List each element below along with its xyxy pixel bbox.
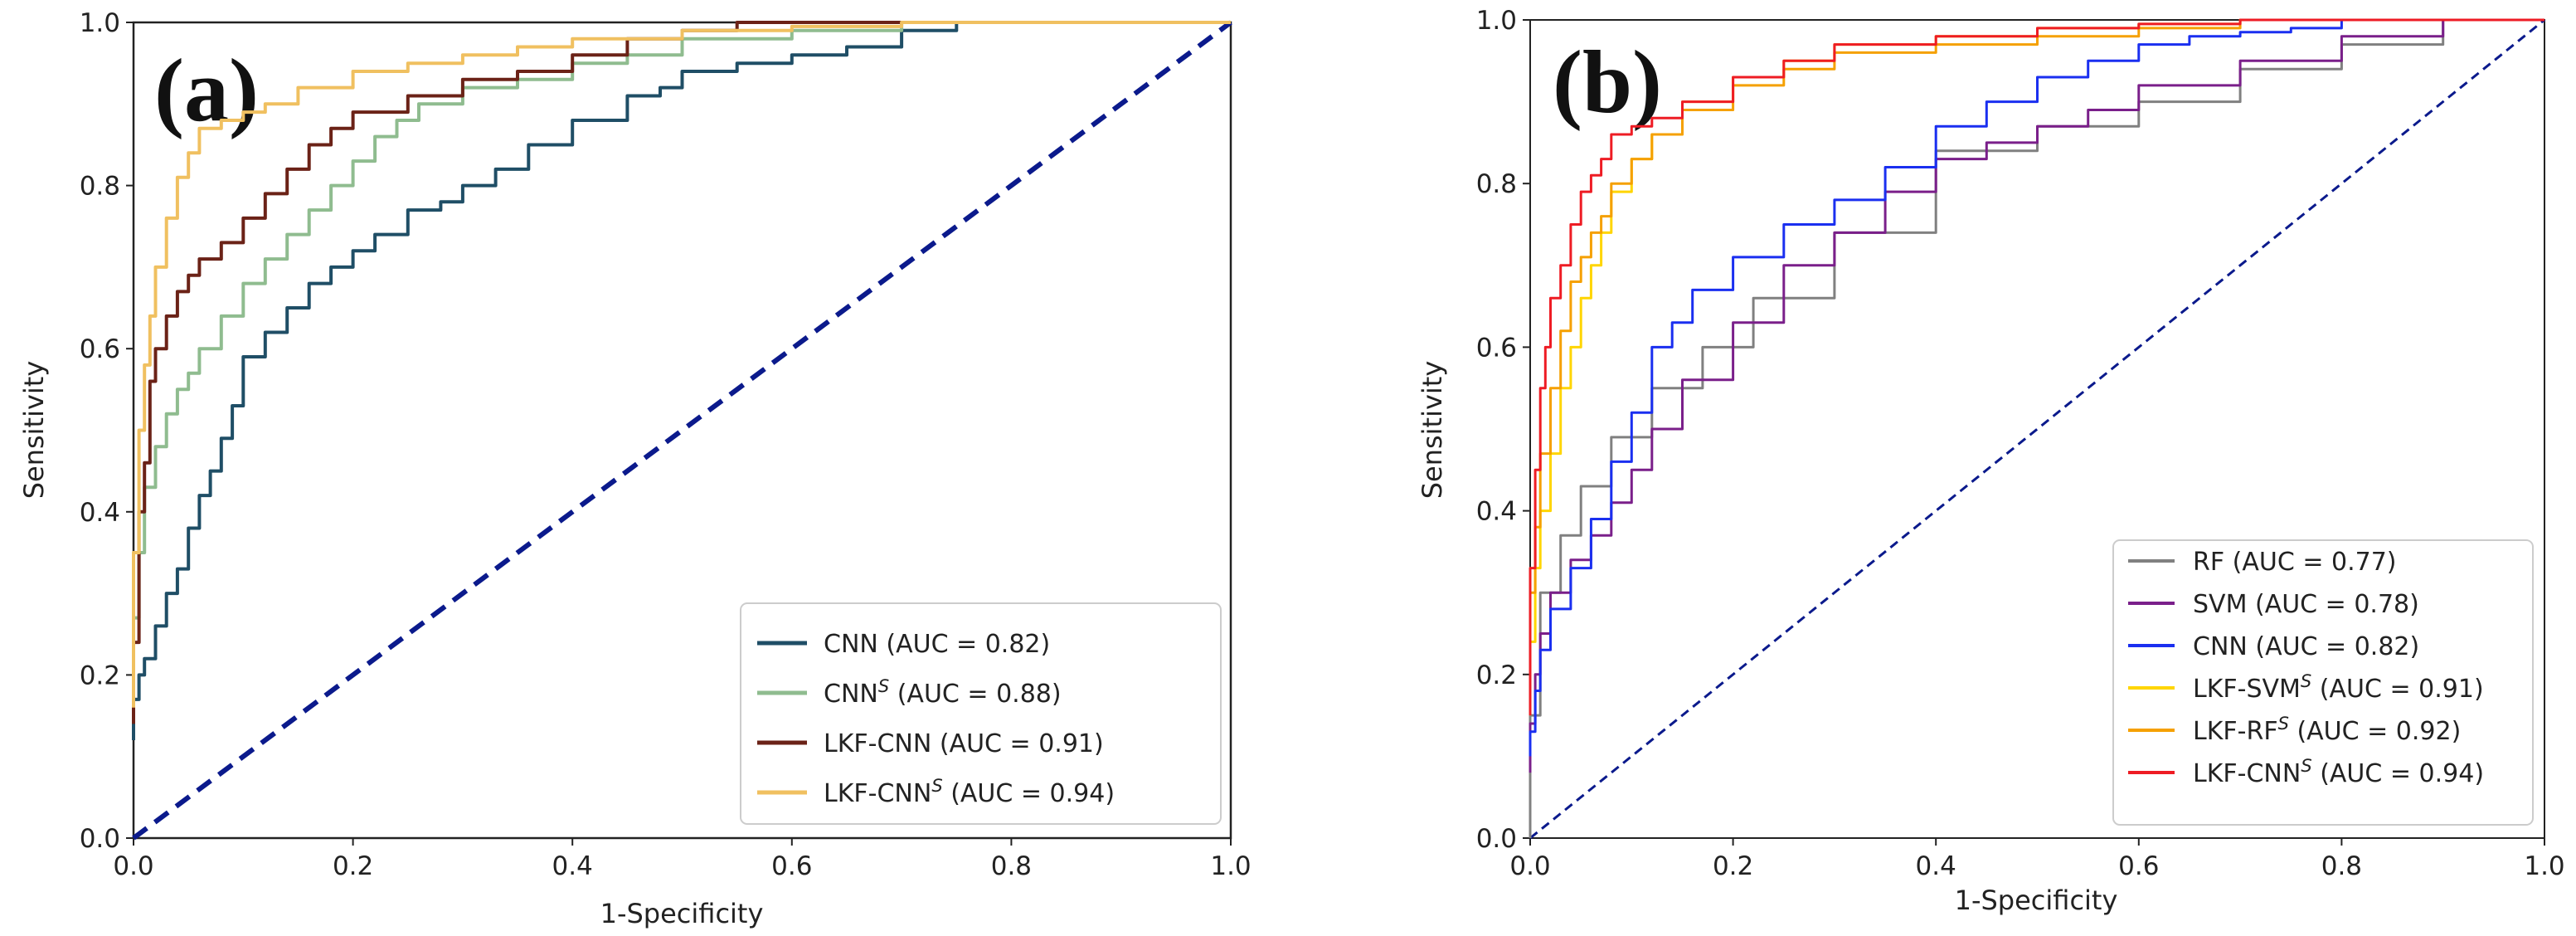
panel-b-x-ticks: 0.0 0.2 0.4 0.6 0.8 1.0 (1509, 838, 2565, 881)
panel-a-y-tick-label: 0.0 (80, 824, 120, 854)
panel-b-y-tick-label: 0.4 (1476, 497, 1517, 527)
panel-a-x-tick-label: 0.6 (771, 851, 812, 881)
panel-b-x-tick-label: 0.6 (2118, 851, 2159, 881)
panel-b-ylabel: Sensitivity (1417, 361, 1448, 500)
panel-a-x-tick-label: 1.0 (1210, 851, 1251, 881)
panel-b-label: (b) (1553, 33, 1662, 132)
panel-b-x-tick-label: 0.8 (2321, 851, 2362, 881)
panel-b-y-tick-label: 0.2 (1476, 661, 1517, 690)
panel-b-x-tick-label: 0.4 (1916, 851, 1956, 881)
panel-a-ylabel: Sensitivity (18, 361, 50, 500)
panel-b-chance-line (1529, 18, 2545, 840)
panel-b-series-line-svm (1529, 18, 2544, 773)
panel-b-x-tick-label: 1.0 (2524, 851, 2564, 881)
panel-a-roc-chart: (a) 1-Specificity Sensitivity 0.0 0.2 0.4 0… (18, 8, 1252, 929)
panel-b-plot-frame (1529, 19, 2545, 839)
panel-b-y-tick-label: 1.0 (1476, 6, 1517, 36)
panel-a-chance-line (132, 20, 1232, 841)
legend-entry-label: SVM (AUC = 0.78) (2193, 590, 2419, 619)
panel-a-x-ticks: 0.0 0.2 0.4 0.6 0.8 1.0 (113, 838, 1252, 881)
panel-b-xlabel: 1-Specificity (1955, 885, 2118, 916)
panel-a-y-tick-label: 0.6 (80, 334, 120, 364)
panel-a-y-ticks: 0.0 0.2 0.4 0.6 0.8 1.0 (80, 8, 134, 854)
panel-a-y-tick-label: 1.0 (80, 8, 120, 38)
panel-a-xlabel: 1-Specificity (600, 898, 764, 929)
legend-entry-label: LKF-CNN (AUC = 0.91) (824, 729, 1104, 758)
legend-entry-label: LKF-CNNS (AUC = 0.94) (2193, 756, 2484, 788)
panel-b-y-tick-label: 0.0 (1476, 824, 1517, 854)
panel-a-plot-frame (132, 21, 1232, 840)
panel-b-legend: RF (AUC = 0.77) SVM (AUC = 0.78) CNN (AUC … (2112, 539, 2534, 826)
panel-b-x-tick-label: 0.0 (1509, 851, 1550, 881)
panel-b-series-line-lkf-cnns (1529, 18, 2544, 716)
panel-a-x-tick-label: 0.8 (991, 851, 1032, 881)
panel-a-series-line-lkf-cnns (132, 21, 1231, 708)
legend-entry-label: LKF-RFS (AUC = 0.92) (2193, 714, 2461, 746)
panel-a-series (132, 20, 1232, 841)
panel-b-y-tick-label: 0.8 (1476, 169, 1517, 199)
legend-entry-label: LKF-CNNS (AUC = 0.94) (824, 776, 1115, 808)
legend-entry-label: CNN (AUC = 0.82) (2193, 632, 2419, 661)
panel-b-series-line-cnn (1529, 18, 2544, 757)
panel-a-x-tick-label: 0.4 (552, 851, 593, 881)
panel-a-y-tick-label: 0.8 (80, 172, 120, 202)
panel-a-x-tick-label: 0.0 (113, 851, 153, 881)
panel-a-series-line-lkf-cnn (132, 21, 1231, 724)
panel-a-y-tick-label: 0.4 (80, 498, 120, 528)
legend-entry-label: CNNS (AUC = 0.88) (824, 676, 1062, 709)
panel-a-x-tick-label: 0.2 (333, 851, 373, 881)
panel-a-series-line-cnns (132, 21, 1231, 675)
panel-a-legend-box (740, 602, 1222, 825)
panel-b-series (1529, 18, 2545, 840)
legend-entry-label: CNN (AUC = 0.82) (824, 630, 1050, 659)
panel-b-x-tick-label: 0.2 (1713, 851, 1753, 881)
panel-a-series-line-cnn (132, 21, 1231, 740)
panel-b-series-line-lkf-rfs (1529, 18, 2544, 691)
panel-b-y-ticks: 0.0 0.2 0.4 0.6 0.8 1.0 (1476, 6, 1530, 854)
legend-entry-label: RF (AUC = 0.77) (2193, 548, 2397, 577)
panel-b-y-tick-label: 0.6 (1476, 333, 1517, 363)
panel-a-legend: CNN (AUC = 0.82) CNNS (AUC = 0.88) LKF-CNN… (740, 602, 1222, 825)
panel-a-label: (a) (154, 41, 259, 140)
panel-b-legend-box (2112, 539, 2534, 826)
panel-a-y-tick-label: 0.2 (80, 661, 120, 690)
legend-entry-label: LKF-SVMS (AUC = 0.91) (2193, 671, 2484, 704)
panel-b-roc-chart: (b) 1-Specificity Sensitivity 0.0 0.2 0.4 0… (1417, 6, 2565, 916)
